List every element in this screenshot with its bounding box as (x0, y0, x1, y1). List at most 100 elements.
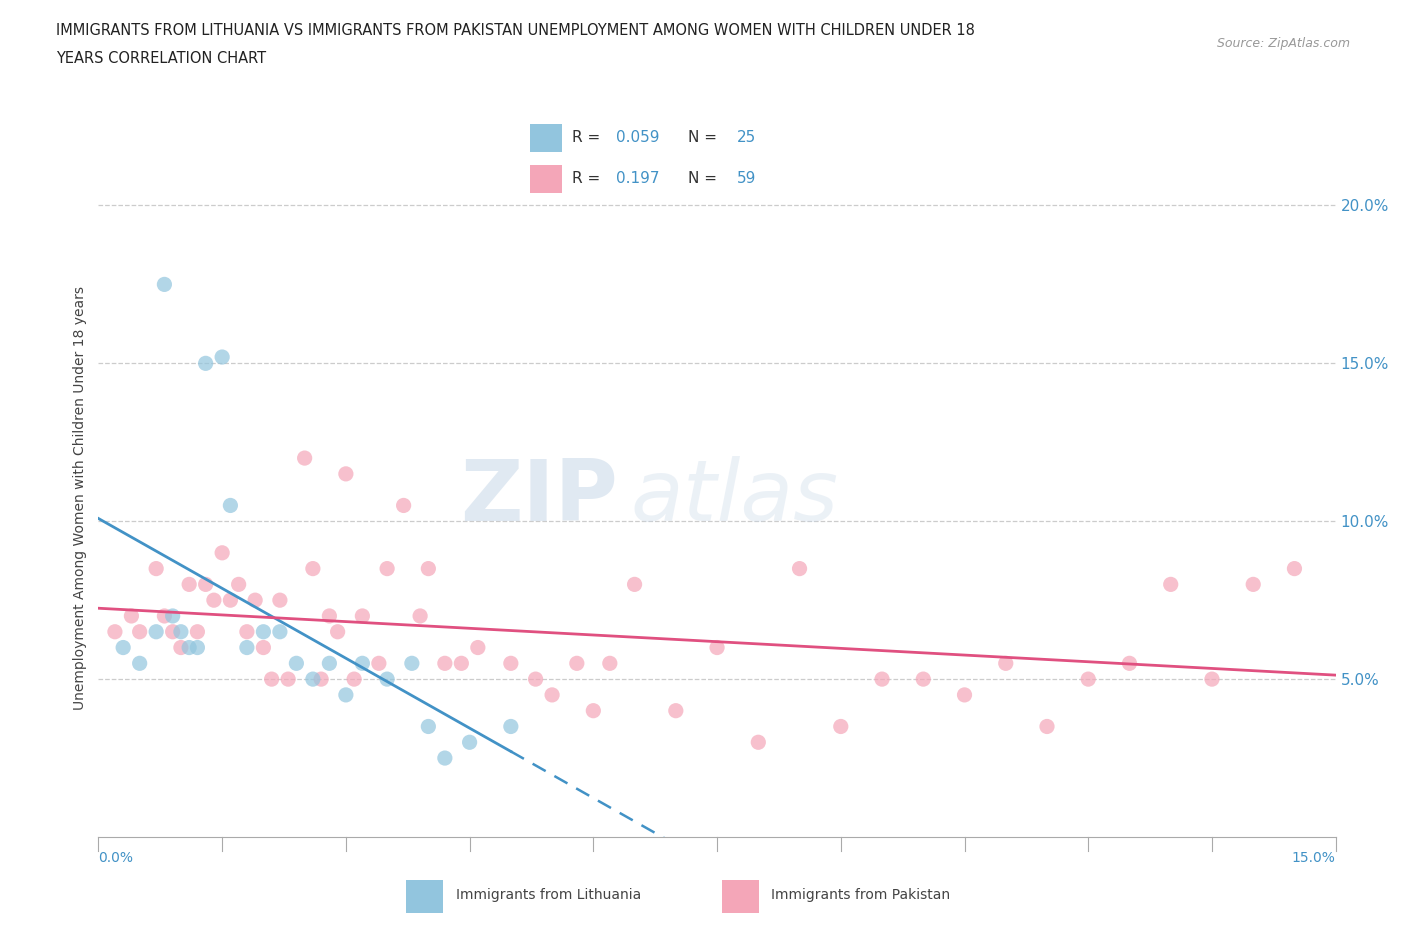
Point (541, 687, 564, 702)
Y-axis label: Unemployment Among Women with Children Under 18 years: Unemployment Among Women with Children U… (73, 286, 87, 710)
Point (309, 671, 332, 686)
Point (1077, 671, 1099, 686)
Text: 15.0%: 15.0% (1292, 851, 1336, 865)
Bar (406, 880, 443, 913)
Point (219, 498, 242, 512)
Point (343, 671, 366, 686)
Point (318, 656, 340, 671)
Point (128, 656, 150, 671)
Point (953, 687, 976, 702)
Point (194, 356, 217, 371)
Bar (530, 124, 562, 152)
Point (302, 671, 325, 686)
Text: Immigrants from Lithuania: Immigrants from Lithuania (456, 888, 641, 902)
Point (994, 656, 1017, 671)
Point (153, 608, 176, 623)
Point (243, 592, 266, 607)
Point (120, 608, 142, 623)
Point (170, 640, 193, 655)
Point (401, 656, 423, 671)
Point (433, 656, 456, 671)
Point (582, 703, 605, 718)
Point (418, 561, 440, 576)
Point (194, 577, 217, 591)
Text: 0.197: 0.197 (616, 171, 659, 186)
Text: IMMIGRANTS FROM LITHUANIA VS IMMIGRANTS FROM PAKISTAN UNEMPLOYMENT AMONG WOMEN W: IMMIGRANTS FROM LITHUANIA VS IMMIGRANTS … (56, 23, 976, 38)
Text: N =: N = (689, 130, 723, 145)
Text: R =: R = (572, 171, 610, 186)
Point (104, 624, 127, 639)
Point (170, 624, 193, 639)
Text: Source: ZipAtlas.com: Source: ZipAtlas.com (1216, 37, 1350, 50)
Point (252, 624, 274, 639)
Point (128, 624, 150, 639)
Point (352, 608, 374, 623)
Point (211, 350, 233, 365)
Point (599, 656, 621, 671)
Point (302, 561, 325, 576)
Point (318, 608, 340, 623)
Text: R =: R = (572, 130, 605, 145)
Point (1284, 561, 1306, 576)
Point (326, 624, 349, 639)
Point (162, 608, 184, 623)
Point (1118, 656, 1140, 671)
Point (392, 498, 415, 512)
Bar (530, 165, 562, 193)
Point (789, 561, 811, 576)
Point (1241, 577, 1264, 591)
Point (1160, 577, 1182, 591)
Point (269, 592, 291, 607)
Text: atlas: atlas (630, 456, 838, 539)
Point (179, 577, 201, 591)
Point (1201, 671, 1223, 686)
Point (375, 671, 398, 686)
Point (747, 735, 769, 750)
Point (499, 719, 522, 734)
Point (830, 719, 852, 734)
Point (145, 561, 167, 576)
Point (375, 561, 398, 576)
Point (433, 751, 456, 765)
Point (870, 671, 893, 686)
Point (352, 656, 374, 671)
Point (145, 624, 167, 639)
Text: 0.0%: 0.0% (98, 851, 134, 865)
Point (186, 624, 208, 639)
Point (524, 671, 547, 686)
Point (335, 467, 357, 482)
Point (112, 640, 135, 655)
Point (277, 671, 299, 686)
Point (623, 577, 645, 591)
Point (706, 640, 728, 655)
Text: N =: N = (689, 171, 723, 186)
Point (565, 656, 588, 671)
Point (665, 703, 688, 718)
Point (252, 640, 274, 655)
Point (269, 624, 291, 639)
Point (211, 545, 233, 560)
Point (186, 640, 208, 655)
Point (912, 671, 935, 686)
Text: 25: 25 (737, 130, 756, 145)
Point (202, 592, 225, 607)
Bar (721, 880, 759, 913)
Point (228, 577, 250, 591)
Text: 59: 59 (737, 171, 756, 186)
Point (294, 451, 316, 466)
Text: 0.059: 0.059 (616, 130, 659, 145)
Point (236, 640, 259, 655)
Point (219, 592, 242, 607)
Text: YEARS CORRELATION CHART: YEARS CORRELATION CHART (56, 51, 266, 66)
Point (467, 640, 489, 655)
Point (179, 640, 201, 655)
Point (260, 671, 283, 686)
Point (285, 656, 308, 671)
Point (162, 624, 184, 639)
Point (236, 624, 259, 639)
Point (1036, 719, 1059, 734)
Point (458, 735, 481, 750)
Point (418, 719, 440, 734)
Text: Immigrants from Pakistan: Immigrants from Pakistan (770, 888, 950, 902)
Text: ZIP: ZIP (460, 456, 619, 539)
